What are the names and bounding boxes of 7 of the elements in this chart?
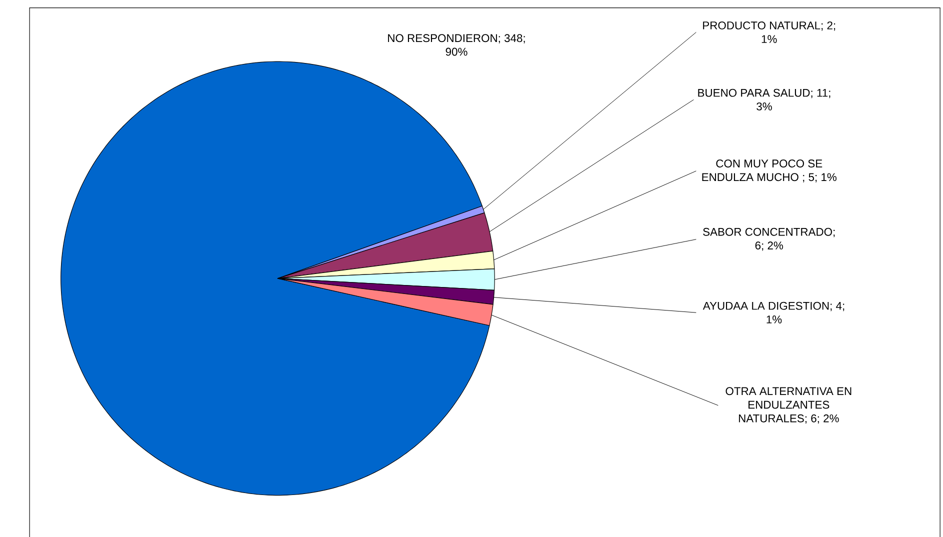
slice-label: AYUDAA LA DIGESTION; 4; 1% [702,302,844,324]
slice-label: SABOR CONCENTRADO; 6; 2% [703,228,835,251]
slice-label: OTRA ALTERNATIVA EN ENDULZANTES NATURALES; 6; 2% [726,387,852,424]
slice-label: NO RESPONDIERON; 348; 90% [388,34,525,56]
slice-label: PRODUCTO NATURAL; 2; 1% [703,21,836,43]
slice-label: CON MUY POCO SE ENDULZA MUCHO ; 5; 1% [702,159,836,182]
slice-label: BUENO PARA SALUD; 11; 3% [698,88,830,110]
